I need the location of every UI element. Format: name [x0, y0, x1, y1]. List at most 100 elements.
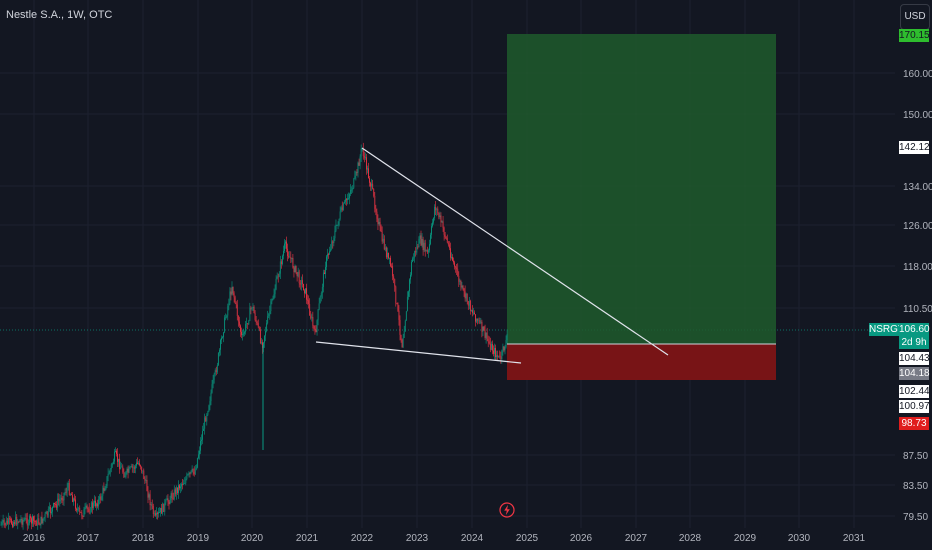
candle-body — [58, 498, 60, 502]
candle-body — [149, 494, 151, 506]
candle-body — [175, 487, 177, 495]
candle-body — [404, 320, 406, 331]
candle-body — [391, 265, 392, 267]
candle-body — [480, 321, 482, 323]
candle-body — [397, 303, 399, 311]
level-badge-102: 102.44 — [899, 385, 930, 398]
candle-body — [4, 523, 6, 526]
candle-body — [207, 411, 209, 415]
candle-body — [280, 261, 282, 265]
candle-body — [213, 373, 215, 380]
candle-body — [301, 280, 303, 284]
candle-body — [381, 231, 383, 242]
price-tick-label: 87.50 — [903, 451, 928, 462]
candle-body — [22, 520, 24, 525]
candle-body — [63, 492, 65, 501]
candle-body — [359, 156, 361, 166]
price-axis-panel[interactable] — [895, 0, 932, 550]
candle-body — [194, 468, 196, 475]
candle-body — [327, 254, 328, 257]
trendline-upper[interactable] — [361, 147, 669, 356]
candle-body — [466, 293, 468, 302]
candle-body — [300, 280, 302, 285]
candle-body — [330, 248, 332, 252]
candle-body — [481, 321, 483, 332]
candle-body — [109, 469, 111, 474]
candle-body — [402, 337, 404, 348]
candle-body — [41, 516, 43, 524]
candle-body — [294, 265, 296, 273]
candle-body — [185, 478, 187, 484]
candle-body — [226, 315, 228, 318]
candle-body — [295, 265, 297, 273]
trendline-lower[interactable] — [315, 341, 522, 364]
candle-body — [229, 291, 231, 304]
time-tick-label: 2030 — [788, 533, 811, 544]
price-tick-label: 83.50 — [903, 481, 928, 492]
stop-loss-badge: 98.73 — [899, 417, 929, 430]
candle-body — [362, 148, 364, 156]
candle-body — [67, 482, 69, 488]
candle-body — [358, 162, 360, 166]
candle-body — [453, 260, 454, 263]
candle-body — [193, 471, 195, 475]
time-tick-label: 2020 — [241, 533, 264, 544]
candle-body — [140, 465, 142, 467]
currency-button[interactable]: USD — [900, 4, 930, 30]
level-badge-100: 100.97 — [899, 400, 930, 413]
position-profit-zone[interactable] — [507, 34, 776, 344]
candle-body — [324, 272, 325, 275]
candle-body — [409, 279, 410, 292]
candle-body — [299, 283, 301, 285]
candle-body — [273, 294, 275, 299]
candle-body — [371, 183, 373, 187]
time-tick-label: 2019 — [187, 533, 210, 544]
lightning-icon[interactable] — [499, 502, 515, 518]
candle-body — [257, 323, 259, 328]
candle-body — [504, 346, 506, 351]
candle-body — [412, 258, 413, 262]
candle-body — [374, 195, 376, 209]
candle-body — [297, 271, 299, 277]
candle-body — [448, 244, 450, 249]
candle-body — [288, 255, 290, 258]
candle-body — [494, 347, 495, 354]
candle-body — [424, 242, 426, 252]
candle-body — [56, 504, 58, 508]
candle-body — [52, 506, 53, 512]
candle-body — [150, 504, 152, 506]
candle-body — [27, 523, 29, 526]
time-tick-label: 2031 — [843, 533, 866, 544]
candle-body — [16, 516, 18, 525]
candle-body — [45, 511, 47, 514]
candle-body — [452, 257, 453, 261]
candle-body — [427, 250, 429, 253]
candle-body — [121, 466, 123, 468]
candle-body — [177, 487, 178, 493]
position-loss-zone[interactable] — [507, 344, 776, 380]
candle-body — [87, 508, 89, 509]
candle-body — [254, 313, 256, 321]
candle-body — [446, 238, 448, 243]
candle-body — [258, 327, 260, 330]
candle-body — [36, 521, 38, 526]
candle-body — [24, 517, 26, 520]
candle-body — [278, 273, 280, 277]
candle-body — [0, 524, 2, 526]
candle-body — [421, 239, 423, 246]
candle-body — [487, 339, 489, 342]
candle-body — [398, 310, 400, 320]
candle-body — [337, 224, 339, 226]
candle-body — [158, 512, 159, 514]
candle-body — [241, 331, 242, 335]
candle-body — [312, 317, 314, 326]
candle-body — [437, 208, 439, 213]
candle-body — [54, 502, 55, 505]
candle-body — [97, 503, 98, 507]
candle-body — [124, 476, 126, 478]
candle-body — [306, 288, 307, 300]
candle-body — [298, 271, 300, 284]
target-price-badge: 170.15 — [899, 29, 930, 42]
candle-body — [114, 451, 115, 462]
